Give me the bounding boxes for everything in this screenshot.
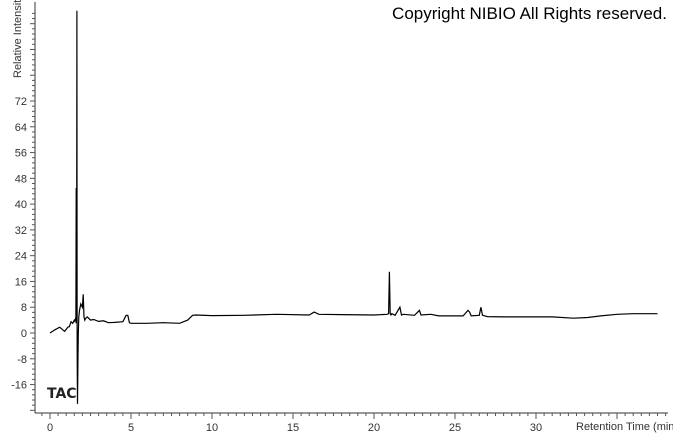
y-tick-label: 48 [15, 173, 27, 185]
y-tick-label: 56 [15, 148, 27, 160]
x-tick-label: 25 [449, 422, 461, 433]
y-tick-label: 8 [21, 302, 27, 314]
y-tick-label: 0 [21, 328, 27, 340]
tac-trace-line [49, 10, 658, 404]
y-tick-label: -16 [11, 380, 27, 392]
y-tick-label: 32 [15, 225, 27, 237]
x-tick-label: 5 [128, 422, 134, 433]
x-tick-label: 30 [530, 422, 542, 433]
y-tick-label: 16 [15, 276, 27, 288]
x-tick-label: 20 [368, 422, 380, 433]
copyright-notice: Copyright NIBIO All Rights reserved. [392, 4, 667, 23]
x-tick-label: 15 [287, 422, 299, 433]
y-tick-label: -8 [17, 354, 27, 366]
y-tick-label: 24 [15, 251, 27, 263]
y-tick-label: 40 [15, 199, 27, 211]
y-tick-label: 64 [15, 122, 27, 134]
trace-label: TAC [47, 386, 77, 402]
x-axis-label: Retention Time (min) [576, 421, 673, 433]
x-tick-label: 10 [206, 422, 218, 433]
y-tick-label: 72 [15, 96, 27, 108]
x-tick-label: 0 [47, 422, 53, 433]
y-axis-label: Relative Intensity [12, 0, 24, 78]
